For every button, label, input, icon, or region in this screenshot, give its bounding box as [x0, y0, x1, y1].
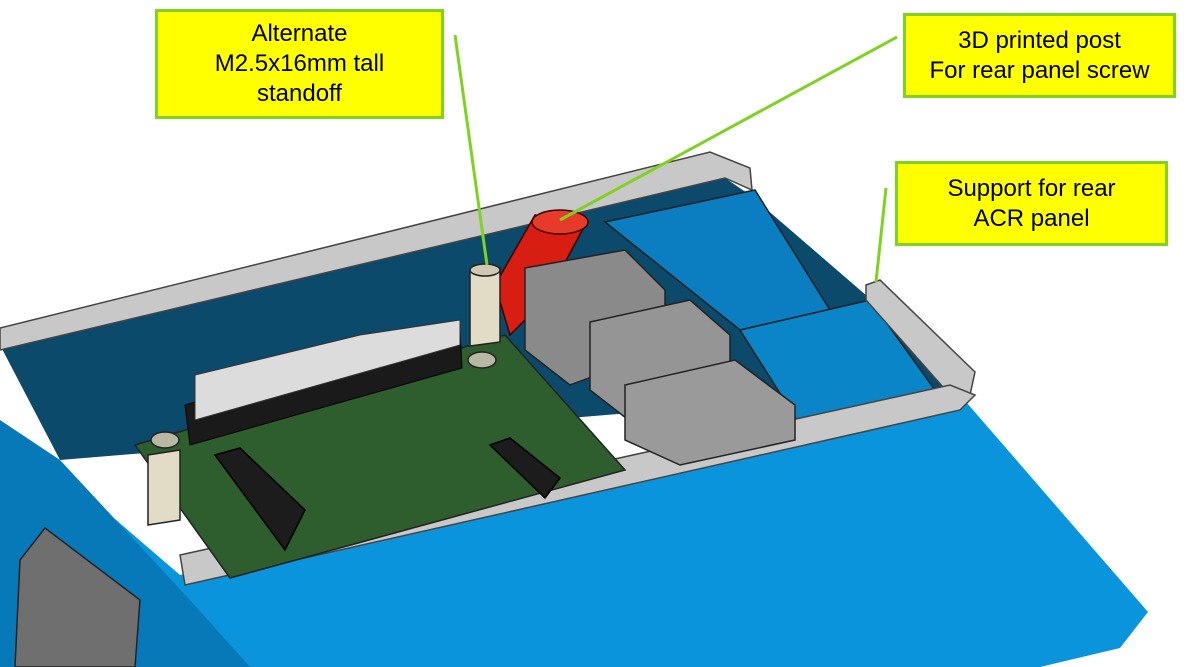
- callout-printed-post: 3D printed post For rear panel screw: [903, 13, 1176, 98]
- leader-line-support: [874, 187, 888, 283]
- callout-standoff-line-2: M2.5x16mm tall: [214, 50, 385, 77]
- side-panel-gray: [14, 526, 141, 667]
- callout-support-line-1: Support for rear: [947, 174, 1116, 202]
- callout-support: Support for rear ACR panel: [895, 161, 1168, 246]
- callout-standoff: Alternate M2.5x16mm tall standoff: [155, 9, 444, 119]
- short-standoff: [147, 449, 181, 526]
- gpio-pins: [194, 319, 461, 421]
- screw-head-left: [150, 431, 180, 449]
- screw-head-right: [467, 351, 497, 369]
- printed-post-top: [531, 209, 589, 235]
- callout-post-line-2: For rear panel screw: [929, 56, 1150, 84]
- leader-line-standoff: [453, 34, 489, 266]
- callout-support-line-2: ACR panel: [973, 204, 1090, 232]
- connector-block-3: [624, 359, 796, 466]
- ribbon-connector-right: [488, 437, 562, 500]
- leader-line-post: [559, 35, 898, 222]
- ribbon-connector-left: [213, 447, 306, 552]
- callout-standoff-line-1: Alternate: [251, 20, 348, 47]
- callout-standoff-line-3: standoff: [257, 80, 342, 107]
- tall-standoff-top: [469, 263, 501, 277]
- tall-standoff: [469, 267, 501, 347]
- enclosure-front-face: [0, 395, 1148, 667]
- callout-post-line-1: 3D printed post: [958, 26, 1121, 54]
